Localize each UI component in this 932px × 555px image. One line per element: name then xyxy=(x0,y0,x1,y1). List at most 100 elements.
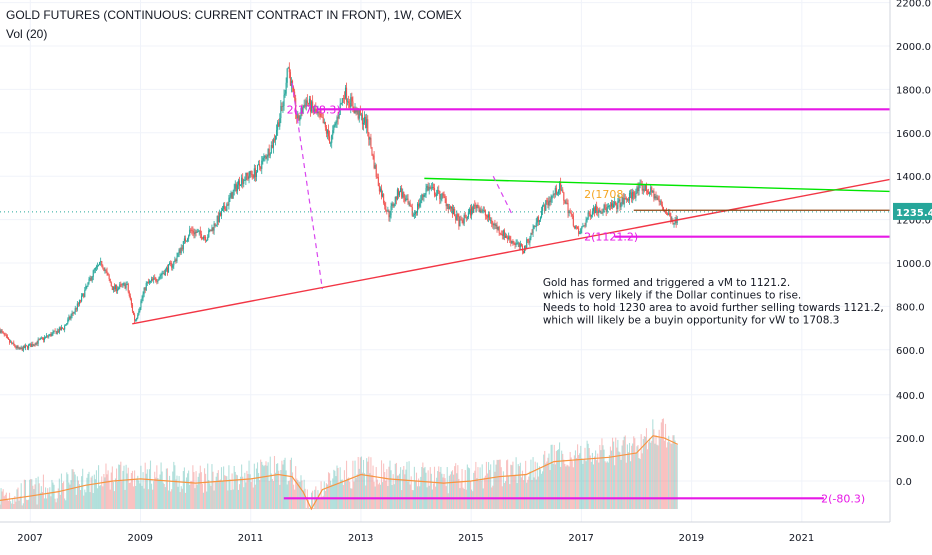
candle-body xyxy=(538,220,540,222)
candle-body xyxy=(194,231,196,235)
candle-body xyxy=(574,226,577,228)
volume-indicator-label[interactable]: Vol (20) xyxy=(6,27,48,41)
candle-body xyxy=(139,307,141,312)
volume-bar xyxy=(162,482,164,510)
candle-body xyxy=(529,238,531,243)
candle-body xyxy=(560,182,562,191)
candle-body xyxy=(380,188,383,197)
candle-body xyxy=(287,67,289,69)
candle-body xyxy=(404,197,406,202)
candle-body xyxy=(357,109,359,119)
candle-body xyxy=(472,207,474,213)
candle-body xyxy=(631,192,633,199)
volume-bar xyxy=(640,434,642,510)
volume-bar xyxy=(337,467,339,510)
candle-body xyxy=(49,333,51,336)
volume-bar xyxy=(247,474,249,510)
volume-bar xyxy=(38,483,40,510)
candle-body xyxy=(486,215,489,218)
candle-body xyxy=(40,337,42,339)
candle-body xyxy=(242,177,244,184)
candle-body xyxy=(187,238,189,241)
volume-bar xyxy=(676,445,678,510)
volume-bar xyxy=(176,475,178,510)
volume-bar xyxy=(366,458,368,510)
candle-body xyxy=(322,117,324,124)
volume-bar xyxy=(549,470,551,510)
candle-body xyxy=(593,207,596,214)
volume-bar xyxy=(99,485,101,510)
candle-body xyxy=(137,314,139,318)
candle-body xyxy=(314,108,316,112)
candle-body xyxy=(411,207,413,216)
volume-bar xyxy=(318,494,320,510)
volume-bar xyxy=(451,470,454,510)
candle-body xyxy=(43,337,46,341)
volume-bar xyxy=(32,485,34,510)
candle-body xyxy=(351,97,353,102)
time-tick-label: 2007 xyxy=(17,533,42,544)
volume-bar xyxy=(223,466,225,510)
candle-body xyxy=(311,101,313,112)
volume-bar xyxy=(560,466,562,510)
volume-bar xyxy=(547,457,549,510)
candle-body xyxy=(590,214,592,217)
candle-body xyxy=(615,201,617,206)
last-price-label: 1235.4 xyxy=(896,208,932,219)
candle-body xyxy=(350,97,352,108)
volume-bar xyxy=(311,492,313,510)
volume-bar xyxy=(243,487,245,510)
volume-bar xyxy=(259,480,261,510)
volume-bar xyxy=(555,451,557,510)
volume-bar xyxy=(313,507,315,510)
volume-bar xyxy=(612,437,614,510)
candle-body xyxy=(621,197,623,204)
volume-bar xyxy=(475,461,477,510)
candle-body xyxy=(116,284,118,292)
volume-bar xyxy=(117,481,119,510)
candle-body xyxy=(638,185,640,192)
volume-bar xyxy=(433,466,436,510)
candle-body xyxy=(446,204,448,207)
candle-body xyxy=(20,347,22,350)
volume-bar xyxy=(494,471,496,510)
volume-bar xyxy=(336,465,338,510)
volume-bar xyxy=(160,462,162,510)
volume-bar xyxy=(545,463,547,510)
volume-bar xyxy=(577,444,579,510)
volume-bar xyxy=(499,459,501,510)
candle-body xyxy=(156,281,158,282)
volume-bar xyxy=(421,467,423,510)
volume-bar xyxy=(662,418,664,510)
candle-body xyxy=(502,230,504,236)
candle-body xyxy=(632,191,634,199)
candle-body xyxy=(534,225,536,227)
candle-body xyxy=(622,197,624,205)
candle-body xyxy=(506,235,508,238)
volume-bar xyxy=(571,461,573,510)
volume-bar xyxy=(232,489,234,510)
volume-bar xyxy=(156,465,158,510)
volume-bar xyxy=(198,473,200,510)
candle-body xyxy=(385,206,387,211)
volume-bar xyxy=(149,460,152,510)
candle-body xyxy=(321,117,323,118)
volume-bar xyxy=(78,484,81,510)
candle-body xyxy=(56,330,58,335)
volume-bar xyxy=(231,473,233,510)
candle-body xyxy=(68,316,70,320)
candle-body xyxy=(540,210,543,218)
volume-bar xyxy=(420,476,422,510)
volume-bar xyxy=(425,472,427,510)
candle-body xyxy=(536,216,538,223)
candle-body xyxy=(198,230,200,232)
candle-body xyxy=(496,225,498,230)
candle-body xyxy=(119,284,121,288)
candle-body xyxy=(129,295,131,300)
volume-bar xyxy=(53,484,55,510)
candle-body xyxy=(111,286,113,291)
volume-bar xyxy=(373,481,375,510)
volume-bar xyxy=(145,473,147,510)
